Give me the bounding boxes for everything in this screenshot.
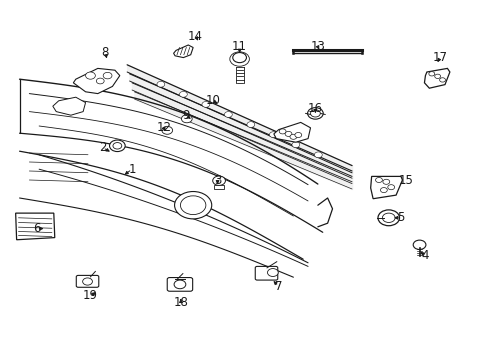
Text: 7: 7 [274, 280, 282, 293]
Circle shape [382, 213, 394, 222]
Polygon shape [53, 97, 85, 115]
Circle shape [279, 129, 285, 134]
Circle shape [314, 152, 322, 158]
FancyBboxPatch shape [255, 266, 277, 280]
Text: 19: 19 [83, 289, 98, 302]
Text: 2: 2 [99, 141, 106, 154]
Text: 3: 3 [213, 174, 221, 186]
Circle shape [179, 91, 187, 97]
Circle shape [375, 177, 382, 183]
Circle shape [224, 112, 232, 117]
Circle shape [294, 132, 301, 138]
Circle shape [307, 108, 323, 119]
Text: 6: 6 [33, 222, 41, 235]
Circle shape [377, 210, 399, 226]
Circle shape [202, 102, 209, 107]
Circle shape [434, 74, 440, 78]
Circle shape [180, 196, 205, 215]
Circle shape [285, 131, 291, 136]
Circle shape [387, 185, 394, 190]
Circle shape [96, 78, 104, 84]
Circle shape [103, 72, 112, 79]
Circle shape [82, 278, 92, 285]
FancyBboxPatch shape [76, 275, 99, 287]
Polygon shape [73, 68, 120, 94]
Circle shape [113, 143, 122, 149]
Text: 17: 17 [432, 51, 447, 64]
Polygon shape [370, 176, 402, 199]
Polygon shape [20, 79, 322, 232]
Circle shape [85, 72, 95, 79]
Circle shape [267, 269, 278, 276]
Circle shape [269, 132, 277, 138]
Text: 16: 16 [307, 102, 322, 114]
Circle shape [310, 110, 320, 117]
Text: 1: 1 [128, 163, 136, 176]
FancyBboxPatch shape [167, 278, 192, 291]
Text: 5: 5 [396, 211, 404, 224]
Text: 13: 13 [310, 40, 325, 53]
Text: 14: 14 [188, 30, 203, 42]
Circle shape [382, 179, 389, 184]
Circle shape [428, 72, 434, 76]
Circle shape [162, 126, 172, 134]
Circle shape [157, 81, 164, 87]
Polygon shape [424, 68, 449, 88]
Circle shape [212, 176, 225, 185]
Text: 4: 4 [421, 249, 428, 262]
Circle shape [181, 115, 192, 123]
Circle shape [412, 240, 425, 249]
Circle shape [232, 53, 246, 63]
Bar [214, 185, 224, 189]
Circle shape [291, 142, 299, 148]
Circle shape [229, 52, 249, 66]
Polygon shape [173, 45, 193, 58]
Circle shape [174, 192, 211, 219]
Circle shape [439, 78, 445, 82]
Circle shape [246, 122, 254, 127]
Text: 11: 11 [232, 40, 246, 53]
Text: 9: 9 [182, 109, 189, 122]
Polygon shape [273, 122, 310, 142]
Text: 8: 8 [101, 46, 109, 59]
Text: 12: 12 [156, 121, 171, 134]
Circle shape [109, 140, 125, 152]
Circle shape [380, 188, 386, 193]
Text: 10: 10 [205, 94, 220, 107]
Text: 18: 18 [173, 296, 188, 309]
Circle shape [174, 280, 185, 289]
Polygon shape [16, 213, 55, 240]
Circle shape [289, 134, 296, 139]
Text: 15: 15 [398, 174, 412, 186]
